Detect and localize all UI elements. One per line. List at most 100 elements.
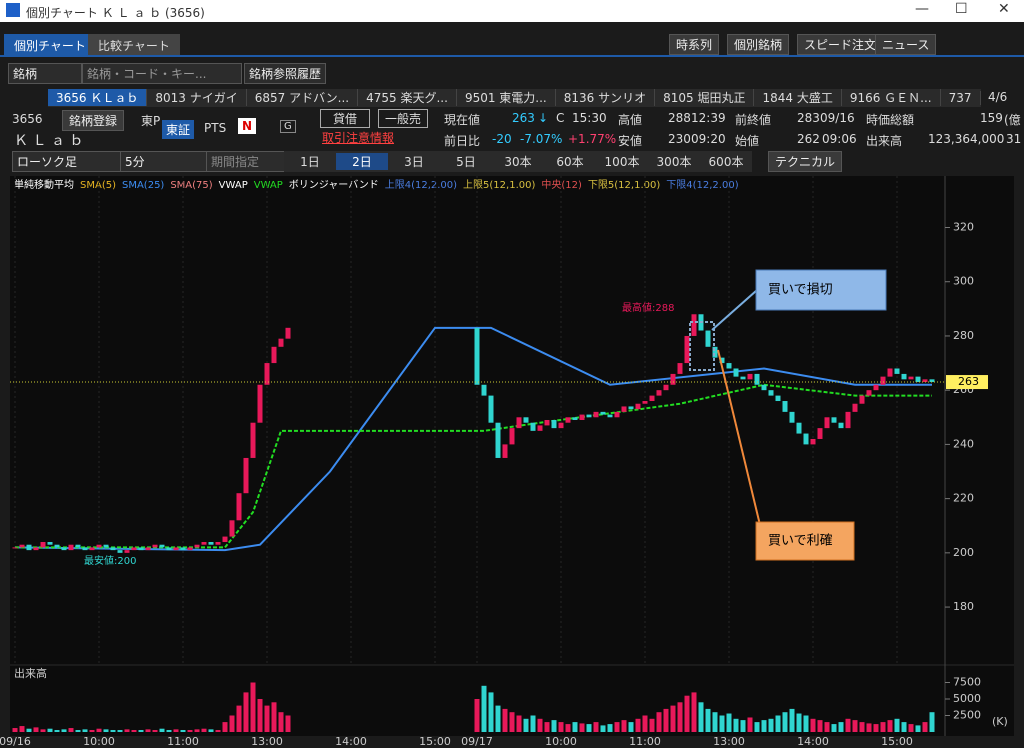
toolbar-button[interactable]: 時系列 xyxy=(669,34,720,55)
range[interactable]: 3日 xyxy=(404,155,424,169)
interval[interactable]: 5分 xyxy=(120,151,208,172)
range[interactable]: 600本 xyxy=(708,155,744,169)
y-tick-label: 200 xyxy=(953,546,974,559)
history[interactable]: 銘柄参照履歴 xyxy=(244,63,327,84)
volume-bar xyxy=(271,702,277,732)
ranges: 1日 2日 3日 5日 30本 60本 100本 300本 600本 xyxy=(284,151,752,172)
tab[interactable]: 個別チャート xyxy=(4,34,96,57)
search-input[interactable]: 銘柄・コード・キー... xyxy=(82,63,242,84)
g-icon[interactable]: G xyxy=(280,120,296,133)
chart-type[interactable]: ローソク足 xyxy=(12,151,122,172)
value: 262 xyxy=(797,132,820,146)
stock-tab[interactable]: 8105 堀田丸正 xyxy=(655,89,755,106)
volume-bar xyxy=(691,692,697,732)
volume-bar xyxy=(607,724,613,732)
candle xyxy=(61,547,67,551)
candle xyxy=(754,373,760,385)
candle xyxy=(523,417,529,423)
stock-tab[interactable]: 9501 東電力... xyxy=(457,89,556,106)
x-tick-label: 09/17 xyxy=(461,735,493,748)
volume-bar xyxy=(845,718,851,732)
range[interactable]: 2日 xyxy=(336,153,388,170)
title-bar: 個別チャート Ｋ Ｌ ａ ｂ (3656) — ☐ ✕ xyxy=(0,0,1024,22)
x-tick-label: 15:00 xyxy=(881,735,913,748)
range[interactable]: 1日 xyxy=(300,155,320,169)
caution[interactable]: 取引注意情報 xyxy=(322,131,395,145)
volume-bar xyxy=(558,722,564,732)
x-tick-label: 11:00 xyxy=(167,735,199,748)
volume-bar xyxy=(159,728,165,732)
stock-tab[interactable]: 1844 大盛工 xyxy=(754,89,842,106)
x-tick-label: 09/16 xyxy=(0,735,31,748)
toolbar-button[interactable]: ニュース xyxy=(875,34,937,55)
close[interactable]: ✕ xyxy=(998,1,1010,17)
indicator-line xyxy=(15,383,932,549)
stock-tab[interactable]: 9166 ＧＥＮ... xyxy=(842,89,941,106)
volume-bar xyxy=(180,730,186,732)
n-icon[interactable]: N xyxy=(238,118,257,134)
legend-item: 中央(12) xyxy=(541,178,582,191)
volume-bar xyxy=(684,695,690,732)
stock-tab[interactable]: 8013 ナイガイ xyxy=(147,89,247,106)
volume-bar xyxy=(33,727,39,732)
callout: 買いで利確 xyxy=(768,533,833,549)
label: 現在値 xyxy=(444,113,481,127)
candle xyxy=(803,433,809,445)
volume-bar xyxy=(215,730,221,732)
tab-rule xyxy=(0,55,1024,57)
tab[interactable]: 比較チャート xyxy=(88,34,180,57)
range[interactable]: 5日 xyxy=(456,155,476,169)
x-tick-label: 10:00 xyxy=(83,735,115,748)
candle xyxy=(551,420,557,429)
search-type[interactable]: 銘柄 xyxy=(8,63,82,84)
x-tick-label: 14:00 xyxy=(335,735,367,748)
range[interactable]: 30本 xyxy=(504,155,532,169)
market: 東P xyxy=(141,114,161,128)
maximize[interactable]: ☐ xyxy=(955,1,968,17)
period[interactable]: 期間指定 xyxy=(206,151,288,172)
volume-bar xyxy=(208,729,214,732)
volume-bar xyxy=(75,730,81,732)
value: 12:39 xyxy=(691,111,726,125)
candle xyxy=(628,406,634,410)
technical[interactable]: テクニカル xyxy=(768,151,843,172)
volume-bar xyxy=(915,725,921,732)
stock-tab[interactable]: 4755 楽天グ... xyxy=(358,89,457,106)
label: 前終値 xyxy=(735,113,772,127)
range[interactable]: 100本 xyxy=(604,155,640,169)
candle xyxy=(516,417,522,429)
stock-tab[interactable]: 8136 サンリオ xyxy=(556,89,656,106)
volume-bar xyxy=(502,708,508,732)
value: -20 xyxy=(492,132,512,146)
candle xyxy=(131,547,137,551)
volume-bar xyxy=(894,718,900,732)
arrow: ↓ xyxy=(538,111,549,125)
stock-tab[interactable]: 6857 アドバン... xyxy=(247,89,359,106)
candle xyxy=(33,547,39,551)
candle xyxy=(684,335,690,364)
candle xyxy=(670,373,676,385)
pts[interactable]: PTS xyxy=(204,121,227,135)
value: C xyxy=(556,111,565,125)
volume-unit: (K) xyxy=(992,715,1008,728)
value: 15:30 xyxy=(572,111,607,125)
range[interactable]: 300本 xyxy=(656,155,692,169)
range[interactable]: 60本 xyxy=(556,155,584,169)
minimize[interactable]: — xyxy=(915,1,929,17)
toolbar-button[interactable]: スピード注文 xyxy=(797,34,884,55)
volume-bar xyxy=(677,702,683,732)
toolbar-button[interactable]: 個別銘柄 xyxy=(727,34,790,55)
register[interactable]: 銘柄登録 xyxy=(62,110,125,131)
volume-bar xyxy=(68,728,74,732)
value: 230 xyxy=(668,132,691,146)
volume-bar xyxy=(747,717,753,732)
volume-bar xyxy=(481,685,487,732)
stock-tab[interactable]: 3656 ＫＬａｂ xyxy=(48,89,148,106)
candle xyxy=(250,422,256,458)
volume-bar xyxy=(187,730,193,732)
price-label: 263 xyxy=(958,375,979,388)
exchange[interactable]: 東証 xyxy=(162,120,195,139)
volume-bar xyxy=(523,718,529,732)
stock-tab[interactable]: 737 xyxy=(941,91,981,105)
candle xyxy=(789,411,795,423)
